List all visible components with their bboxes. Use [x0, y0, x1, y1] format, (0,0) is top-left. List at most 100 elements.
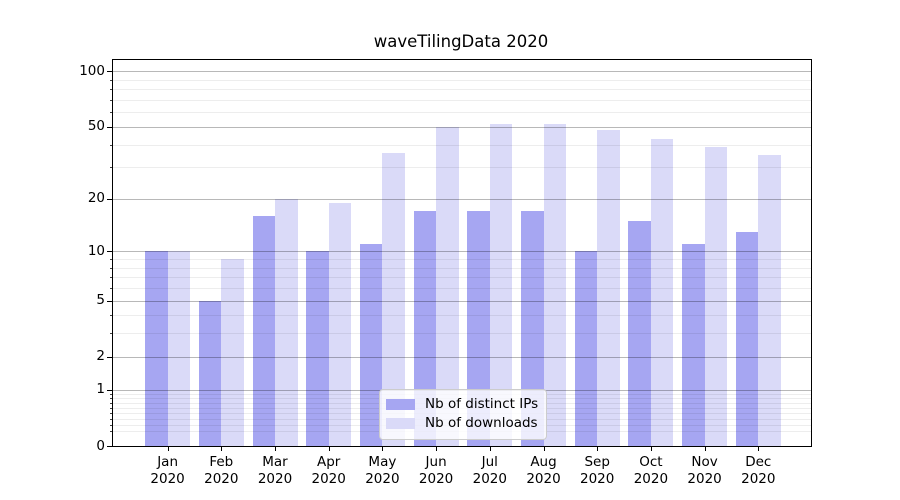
bar-downloads-feb	[221, 259, 244, 446]
legend: Nb of distinct IPs Nb of downloads	[379, 389, 547, 440]
y-tick-minor	[110, 333, 113, 335]
bar-distinct-ips-dec	[735, 231, 759, 446]
x-tick	[758, 446, 760, 451]
gridline-minor	[113, 79, 811, 81]
bar-downloads-nov	[704, 146, 728, 446]
bar-downloads-jul	[489, 123, 513, 446]
bar-distinct-ips-feb	[198, 300, 222, 446]
legend-label-downloads: Nb of downloads	[425, 415, 538, 431]
bar-downloads-aug	[543, 123, 566, 446]
bar-distinct-ips-mar	[252, 215, 275, 446]
y-tick-minor	[110, 277, 113, 279]
y-tick-label: 20	[87, 190, 105, 207]
legend-swatch-downloads	[386, 418, 415, 429]
y-tick	[107, 446, 113, 447]
y-tick-minor	[110, 418, 113, 420]
y-tick	[107, 251, 113, 253]
x-tick-label-jul: Jul 2020	[472, 454, 507, 487]
y-tick	[107, 198, 113, 200]
y-tick-minor	[110, 315, 113, 317]
y-tick-minor	[110, 89, 113, 91]
gridline-minor	[113, 99, 811, 101]
y-tick-minor	[110, 424, 113, 426]
bar-downloads-apr	[328, 202, 352, 446]
x-tick-label-oct: Oct 2020	[633, 454, 669, 487]
bar-downloads-jun	[436, 126, 459, 446]
legend-swatch-distinct-ips	[386, 399, 415, 410]
y-tick	[107, 300, 113, 302]
x-tick-label-aug: Aug 2020	[526, 454, 561, 487]
gridline-major	[113, 126, 811, 128]
y-tick-minor	[110, 288, 113, 289]
x-tick	[704, 446, 706, 451]
y-tick-minor	[110, 398, 113, 400]
x-tick	[328, 446, 330, 451]
y-tick-minor	[110, 393, 113, 395]
bar-downloads-oct	[650, 138, 674, 446]
y-tick-label: 1	[96, 381, 105, 398]
x-tick-label-feb: Feb 2020	[204, 454, 239, 487]
y-tick-minor	[110, 112, 113, 114]
bar-downloads-may	[382, 152, 405, 446]
y-tick	[107, 71, 113, 73]
gridline-minor	[113, 144, 811, 146]
x-tick	[650, 446, 652, 451]
y-tick-label: 2	[96, 348, 105, 365]
y-tick-minor	[110, 407, 113, 409]
y-tick-minor	[110, 259, 113, 260]
y-tick	[107, 356, 113, 358]
x-tick-label-apr: Apr 2020	[311, 454, 346, 487]
y-tick-minor	[110, 99, 113, 101]
bar-distinct-ips-jul	[467, 211, 490, 446]
x-tick-label-jan: Jan 2020	[150, 454, 185, 487]
legend-entry-downloads: Nb of downloads	[386, 414, 538, 433]
chart-title: waveTilingData 2020	[373, 32, 549, 51]
bar-downloads-sep	[597, 130, 620, 446]
y-tick-label: 10	[87, 242, 105, 259]
x-tick	[436, 446, 438, 451]
x-tick-label-sep: Sep 2020	[580, 454, 615, 487]
bar-distinct-ips-oct	[628, 220, 651, 446]
bar-downloads-mar	[275, 198, 298, 446]
x-tick	[382, 446, 384, 451]
y-tick-minor	[110, 79, 113, 81]
y-tick-minor	[110, 167, 113, 169]
bar-distinct-ips-jun	[413, 211, 437, 446]
x-tick	[543, 446, 545, 451]
x-tick	[221, 446, 223, 451]
legend-label-distinct-ips: Nb of distinct IPs	[425, 396, 539, 412]
x-tick-label-may: May 2020	[365, 454, 400, 487]
y-tick-minor	[110, 413, 113, 415]
y-tick	[107, 126, 113, 128]
bar-distinct-ips-sep	[574, 251, 598, 446]
x-tick-label-dec: Dec 2020	[741, 454, 776, 487]
y-tick-minor	[110, 144, 113, 146]
x-tick-label-mar: Mar 2020	[257, 454, 293, 487]
bar-distinct-ips-jan	[145, 251, 168, 446]
legend-entry-distinct-ips: Nb of distinct IPs	[386, 395, 538, 414]
bar-downloads-dec	[758, 155, 781, 446]
x-tick	[275, 446, 276, 451]
gridline-minor	[113, 112, 811, 114]
plot-area: 0 1 2 5 10 20 50 100 Jan 2020 Feb 2020 Mar 2020 Apr…	[79, 59, 812, 487]
y-tick-label: 100	[79, 62, 105, 79]
y-tick-label: 5	[96, 292, 105, 308]
bar-distinct-ips-nov	[682, 244, 705, 446]
x-tick	[597, 446, 599, 451]
y-tick	[107, 389, 113, 391]
x-tick	[489, 446, 491, 451]
bar-distinct-ips-may	[359, 244, 383, 446]
y-tick-minor	[110, 402, 113, 404]
y-tick-minor	[110, 267, 113, 269]
bar-distinct-ips-apr	[306, 251, 329, 446]
bar-downloads-jan	[167, 251, 191, 446]
x-tick-label-jun: Jun 2020	[418, 454, 454, 487]
x-tick-label-nov: Nov 2020	[687, 454, 722, 487]
y-tick-minor	[110, 431, 113, 433]
bar-distinct-ips-aug	[521, 211, 544, 446]
gridline-minor	[113, 89, 811, 91]
y-tick-label: 0	[96, 437, 105, 454]
gridline-major	[113, 71, 811, 73]
x-tick	[167, 446, 169, 451]
